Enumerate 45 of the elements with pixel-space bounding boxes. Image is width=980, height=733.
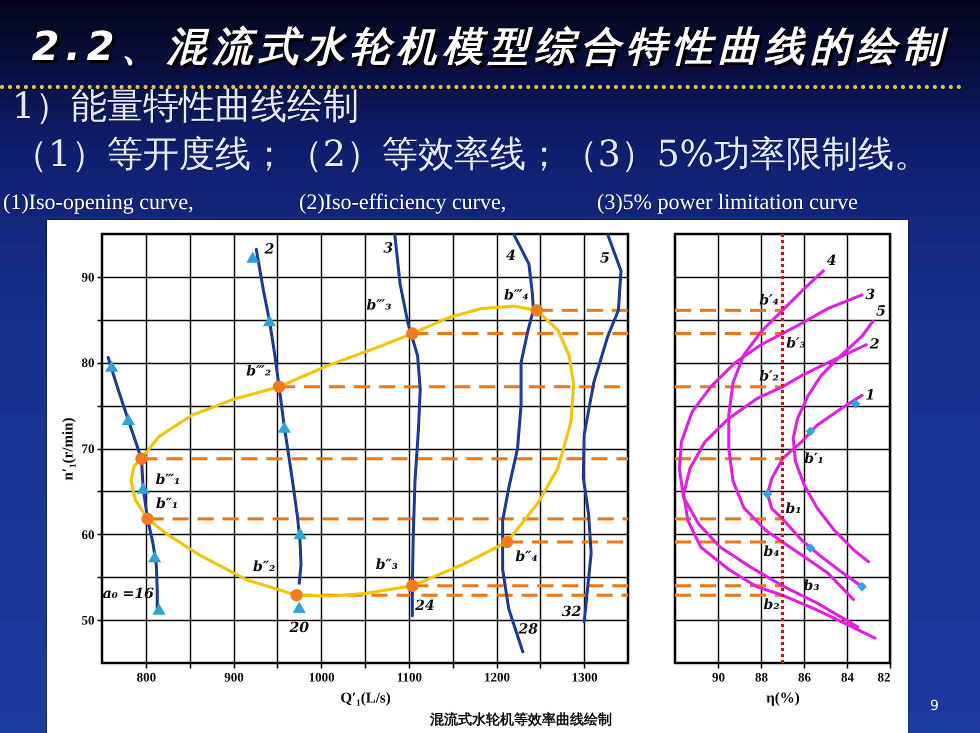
y-tick-label: 70: [82, 441, 94, 456]
annotation: 2: [868, 336, 880, 353]
y-tick-label: 50: [82, 612, 94, 628]
y-tick-label: 80: [82, 355, 94, 370]
chart-subtitle: 1）能量特性曲线绘制: [12, 85, 359, 129]
y-axis-title: n′₁(r/min): [60, 418, 76, 480]
x-tick-label: 1300: [572, 670, 598, 684]
annotation: b₂: [764, 597, 780, 614]
annotation: 32: [562, 604, 582, 620]
text: (2)Iso-efficiency curve,: [299, 188, 506, 216]
y-tick-label: 90: [82, 269, 94, 284]
y-tick-label: 60: [82, 526, 94, 542]
text: (3)5% power limitation curve: [597, 188, 858, 216]
text: 混流式水轮机等效率曲线绘制: [430, 710, 612, 730]
annotation: 20: [288, 620, 310, 636]
chart-title: 2.2、混流式水轮机模型综合特性曲线的绘制: [30, 23, 950, 72]
text: (1)Iso-opening curve,: [3, 188, 194, 216]
annotation: 3: [865, 286, 876, 303]
x-tick-label: 900: [224, 670, 244, 684]
text: 9: [930, 697, 939, 716]
annotation: 28: [518, 622, 538, 638]
annotation: 4: [826, 252, 836, 269]
text: （1）等开度线；（2）等效率线；（3）5%功率限制线。: [12, 133, 930, 177]
annotation: b₁: [786, 500, 802, 517]
annotation: 5: [876, 304, 886, 320]
x-tick-label: 800: [136, 670, 156, 684]
annotation: 4: [506, 248, 516, 264]
x-axis-title: η(%): [766, 690, 800, 706]
x-axis-title: Q′₁(L/s): [340, 690, 391, 706]
annotation: 1: [865, 387, 876, 404]
annotation: b′₁: [804, 450, 824, 467]
x-tick-label: 1000: [308, 670, 335, 684]
x-tick-label: 1200: [484, 670, 510, 684]
annotation: 5: [600, 250, 610, 267]
x-tick-label: 90: [712, 670, 725, 684]
annotation: 2: [264, 241, 275, 258]
x-tick-label: 88: [755, 670, 768, 684]
x-tick-label: 84: [841, 670, 854, 684]
annotation: b₄: [764, 544, 780, 560]
annotation: 3: [383, 240, 394, 257]
x-tick-label: 86: [798, 670, 812, 684]
x-tick-label: 82: [878, 670, 890, 684]
annotation: 24: [414, 598, 435, 614]
x-tick-label: 1100: [396, 670, 422, 684]
annotation: b‴₄: [504, 287, 529, 304]
